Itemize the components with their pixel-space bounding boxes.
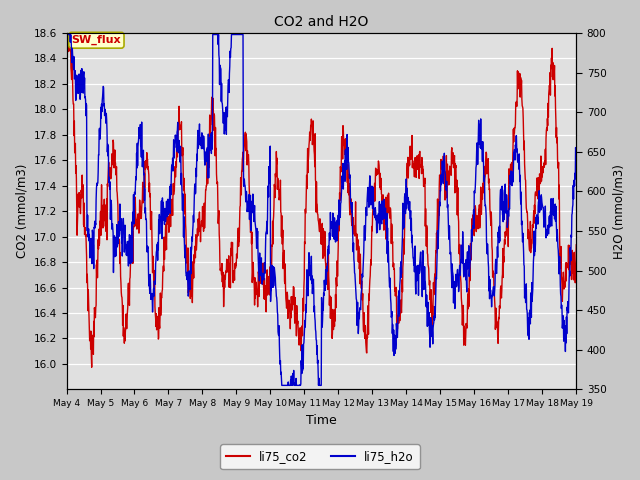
li75_h2o	[572, 176, 580, 182]
li75_h2o	[353, 323, 361, 328]
li75_h2o	[299, 351, 307, 357]
li75_co2	[290, 284, 298, 290]
Legend: li75_co2, li75_h2o: li75_co2, li75_h2o	[220, 444, 420, 469]
li75_h2o	[63, 32, 70, 37]
li75_co2	[63, 36, 70, 42]
Text: SW_flux: SW_flux	[72, 35, 121, 46]
li75_h2o	[279, 383, 287, 388]
li75_co2	[299, 301, 307, 307]
Y-axis label: H2O (mmol/m3): H2O (mmol/m3)	[612, 164, 625, 259]
li75_h2o	[123, 250, 131, 255]
li75_co2	[353, 231, 361, 237]
Y-axis label: CO2 (mmol/m3): CO2 (mmol/m3)	[15, 164, 28, 258]
Line: li75_co2: li75_co2	[67, 39, 576, 367]
li75_h2o	[102, 120, 110, 126]
Line: li75_h2o: li75_h2o	[67, 35, 576, 385]
li75_h2o	[290, 368, 298, 373]
Title: CO2 and H2O: CO2 and H2O	[274, 15, 369, 29]
li75_co2	[102, 219, 110, 225]
li75_co2	[572, 242, 580, 248]
li75_h2o	[278, 383, 285, 388]
li75_co2	[124, 320, 131, 325]
X-axis label: Time: Time	[306, 414, 337, 427]
li75_co2	[279, 266, 287, 272]
li75_co2	[88, 364, 95, 370]
